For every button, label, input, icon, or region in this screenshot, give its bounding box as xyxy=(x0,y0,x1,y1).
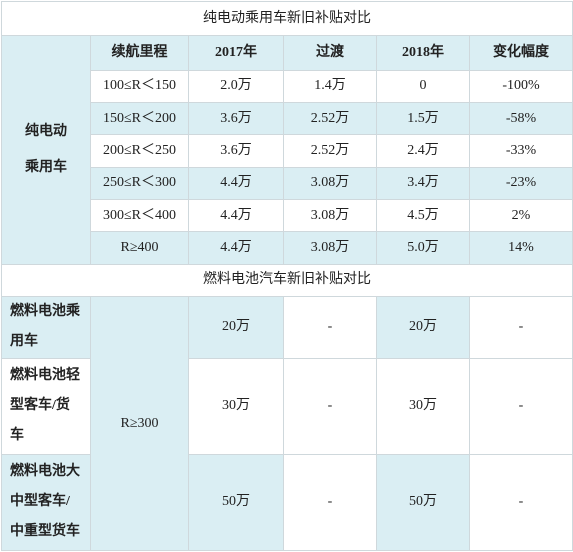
cell-change: -23% xyxy=(469,166,573,201)
table-row: R≥400 4.4万 3.08万 5.0万 14% xyxy=(1,231,573,265)
fuel-cell-category: 燃料电池乘 用车 xyxy=(1,296,91,359)
cell-change: -58% xyxy=(469,102,573,136)
cell-range: 200≤R＜250 xyxy=(90,134,189,168)
cell-2018: 5.0万 xyxy=(376,231,470,265)
cell-range: 300≤R＜400 xyxy=(90,199,189,233)
table-row: 燃料电池轻 型客车/货 车 30万 - 30万 - xyxy=(1,357,573,455)
cell-2017: 3.6万 xyxy=(188,102,284,136)
section1-header-row: 纯电动 乘用车 续航里程 2017年 过渡 2018年 变化幅度 xyxy=(1,35,573,265)
cell-change: - xyxy=(469,357,573,455)
cell-2017: 30万 xyxy=(188,357,284,455)
fuel-cell-category: 燃料电池大 中型客车/ 中重型货车 xyxy=(1,453,91,552)
cell-2017: 4.4万 xyxy=(188,199,284,233)
table-row: 150≤R＜200 3.6万 2.52万 1.5万 -58% xyxy=(1,102,573,136)
cell-2017: 2.0万 xyxy=(188,69,284,104)
cell-transition: 3.08万 xyxy=(283,166,377,201)
header-range: 续航里程 xyxy=(90,35,189,71)
cell-transition: 3.08万 xyxy=(283,231,377,265)
table-row: 燃料电池大 中型客车/ 中重型货车 50万 - 50万 - xyxy=(1,453,573,552)
cell-range: 100≤R＜150 xyxy=(90,69,189,104)
table-row: 燃料电池乘 用车 R≥300 20万 - 20万 - xyxy=(1,296,573,551)
cell-transition: 1.4万 xyxy=(283,69,377,104)
cell-transition: - xyxy=(283,296,377,359)
cell-2017: 50万 xyxy=(188,453,284,552)
cell-2017: 4.4万 xyxy=(188,231,284,265)
cell-2017: 20万 xyxy=(188,296,284,359)
cell-change: -100% xyxy=(469,69,573,104)
cell-change: - xyxy=(469,453,573,552)
section1-title: 纯电动乘用车新旧补贴对比 xyxy=(1,0,573,37)
range-cell: R≥300 xyxy=(90,296,189,551)
cell-transition: 3.08万 xyxy=(283,199,377,233)
table-row: 100≤R＜150 2.0万 1.4万 0 -100% xyxy=(1,69,573,104)
header-change: 变化幅度 xyxy=(469,35,573,71)
cell-2018: 20万 xyxy=(376,296,470,359)
cell-transition: - xyxy=(283,453,377,552)
cell-range: 150≤R＜200 xyxy=(90,102,189,136)
cell-2018: 30万 xyxy=(376,357,470,455)
header-2017: 2017年 xyxy=(188,35,284,71)
section2-title: 燃料电池汽车新旧补贴对比 xyxy=(1,263,573,298)
cell-2018: 0 xyxy=(376,69,470,104)
cell-range: R≥400 xyxy=(90,231,189,265)
cell-range: 250≤R＜300 xyxy=(90,166,189,201)
vehicle-type-label: 纯电动 乘用车 xyxy=(1,35,91,265)
cell-change: -33% xyxy=(469,134,573,168)
cell-2018: 2.4万 xyxy=(376,134,470,168)
cell-2018: 1.5万 xyxy=(376,102,470,136)
cell-2017: 4.4万 xyxy=(188,166,284,201)
cell-change: 14% xyxy=(469,231,573,265)
fuel-cell-category: 燃料电池轻 型客车/货 车 xyxy=(1,357,91,455)
cell-transition: 2.52万 xyxy=(283,134,377,168)
header-transition: 过渡 xyxy=(283,35,377,71)
cell-2018: 4.5万 xyxy=(376,199,470,233)
cell-2017: 3.6万 xyxy=(188,134,284,168)
cell-change: - xyxy=(469,296,573,359)
cell-2018: 3.4万 xyxy=(376,166,470,201)
cell-2018: 50万 xyxy=(376,453,470,552)
cell-transition: 2.52万 xyxy=(283,102,377,136)
header-2018: 2018年 xyxy=(376,35,470,71)
cell-change: 2% xyxy=(469,199,573,233)
table-row: 300≤R＜400 4.4万 3.08万 4.5万 2% xyxy=(1,199,573,233)
cell-transition: - xyxy=(283,357,377,455)
